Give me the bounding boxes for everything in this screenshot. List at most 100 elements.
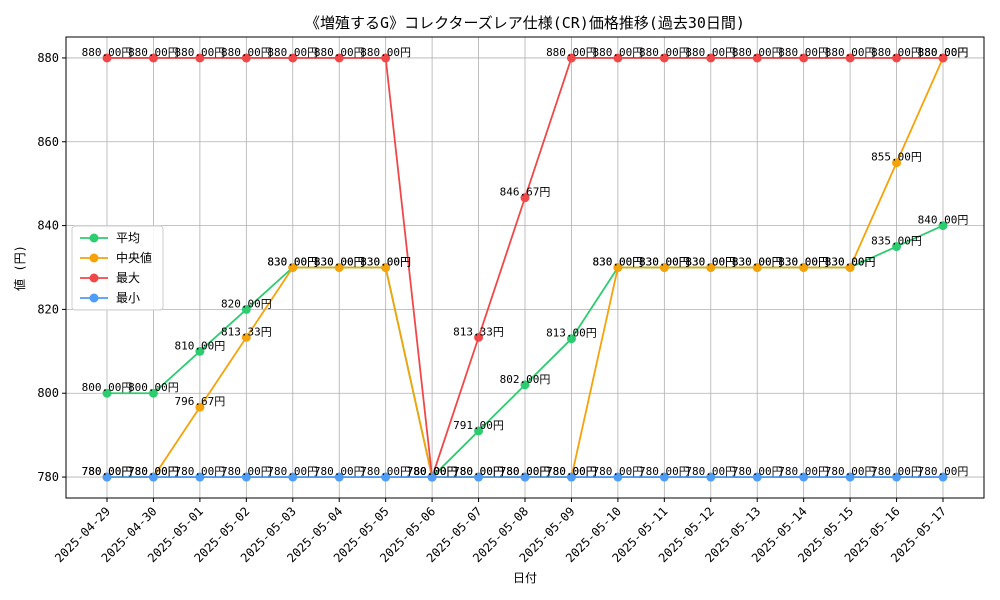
- data-point: [148, 388, 158, 398]
- data-label: 830.00円: [732, 256, 783, 269]
- y-tick-label: 800: [37, 386, 59, 400]
- data-point: [938, 221, 948, 231]
- legend-marker: [89, 253, 99, 263]
- data-point: [474, 332, 484, 342]
- data-point: [381, 263, 391, 272]
- data-point: [241, 472, 251, 482]
- data-point: [474, 472, 484, 482]
- data-point: [659, 53, 669, 63]
- data-label: 780.00円: [407, 465, 458, 478]
- data-label: 780.00円: [221, 465, 272, 478]
- data-point: [288, 472, 298, 482]
- data-label: 880.00円: [593, 46, 644, 59]
- data-point: [288, 263, 298, 272]
- y-tick-label: 840: [37, 219, 59, 233]
- data-label: 800.00円: [128, 381, 179, 394]
- data-point: [241, 304, 251, 314]
- data-label: 835.00円: [871, 235, 922, 248]
- data-label: 780.00円: [360, 465, 411, 478]
- data-point: [288, 53, 298, 63]
- data-point: [799, 472, 809, 482]
- data-label: 830.00円: [778, 256, 829, 269]
- data-label: 780.00円: [314, 465, 365, 478]
- data-label: 880.00円: [918, 46, 969, 59]
- data-label: 780.00円: [546, 465, 597, 478]
- legend-item: 平均: [80, 231, 140, 245]
- data-point: [102, 388, 112, 398]
- legend-label: 最小: [116, 291, 140, 305]
- data-point: [241, 332, 251, 342]
- data-point: [566, 334, 576, 344]
- data-point: [148, 53, 158, 63]
- data-point: [241, 53, 251, 63]
- data-label: 780.00円: [685, 465, 736, 478]
- y-tick-label: 780: [37, 470, 59, 484]
- data-point: [102, 472, 112, 482]
- data-point: [892, 472, 902, 482]
- data-label: 880.00円: [128, 46, 179, 59]
- data-point: [195, 346, 205, 356]
- data-point: [892, 158, 902, 168]
- data-label: 800.00円: [82, 381, 133, 394]
- legend-marker: [89, 293, 99, 303]
- data-label: 780.00円: [82, 465, 133, 478]
- data-point: [659, 472, 669, 482]
- chart-title: 《増殖するG》コレクターズレア仕様(CR)価格推移(過去30日間): [305, 14, 745, 32]
- data-label: 830.00円: [639, 256, 690, 269]
- data-label: 780.00円: [175, 465, 226, 478]
- data-point: [752, 263, 762, 272]
- legend-label: 中央値: [116, 250, 152, 265]
- legend-label: 最大: [116, 271, 140, 285]
- data-point: [334, 472, 344, 482]
- data-point: [892, 242, 902, 252]
- data-point: [427, 472, 437, 482]
- data-point: [102, 53, 112, 63]
- data-label: 780.00円: [82, 465, 133, 478]
- data-label: 796.67円: [175, 395, 226, 408]
- data-point: [706, 53, 716, 63]
- data-label: 780.00円: [778, 465, 829, 478]
- data-point: [334, 53, 344, 63]
- data-label: 880.00円: [221, 46, 272, 59]
- legend-marker: [89, 233, 99, 243]
- data-point: [799, 263, 809, 272]
- axis-ticks: 2025-04-292025-04-302025-05-012025-05-02…: [37, 51, 949, 565]
- data-point: [892, 53, 902, 63]
- data-label: 780.00円: [453, 465, 504, 478]
- data-label: 830.00円: [593, 256, 644, 269]
- data-point: [148, 472, 158, 482]
- data-point: [845, 263, 855, 272]
- data-point: [474, 426, 484, 436]
- data-label: 830.00円: [267, 256, 318, 269]
- data-label: 780.00円: [825, 465, 876, 478]
- series-3: [102, 472, 948, 482]
- data-point: [752, 472, 762, 482]
- data-point: [613, 472, 623, 482]
- data-label: 830.00円: [685, 256, 736, 269]
- data-point: [195, 402, 205, 412]
- data-label: 820.00円: [221, 297, 272, 310]
- data-point: [613, 263, 623, 272]
- data-label: 780.00円: [267, 465, 318, 478]
- y-tick-label: 860: [37, 135, 59, 149]
- data-label: 880.00円: [360, 46, 411, 59]
- data-label: 830.00円: [825, 256, 876, 269]
- data-label: 780.00円: [500, 465, 551, 478]
- data-label: 780.00円: [128, 465, 179, 478]
- data-label: 830.00円: [825, 256, 876, 269]
- data-label: 830.00円: [732, 256, 783, 269]
- legend-item: 中央値: [80, 250, 152, 265]
- data-label: 813.00円: [546, 327, 597, 340]
- data-point: [845, 53, 855, 63]
- data-point: [613, 53, 623, 63]
- data-label: 880.00円: [546, 46, 597, 59]
- data-point: [566, 53, 576, 63]
- data-label: 880.00円: [639, 46, 690, 59]
- data-point: [195, 472, 205, 482]
- series-layer: [102, 53, 948, 482]
- data-point: [799, 53, 809, 63]
- data-label: 840.00円: [918, 214, 969, 227]
- data-label: 780.00円: [593, 465, 644, 478]
